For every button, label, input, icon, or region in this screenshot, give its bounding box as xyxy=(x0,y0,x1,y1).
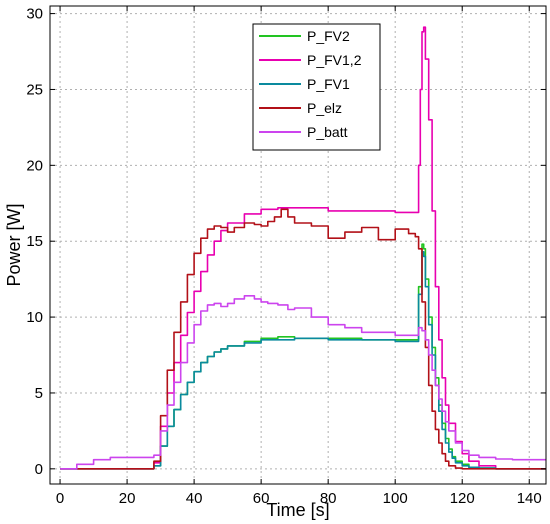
x-tick-label: 40 xyxy=(186,490,203,507)
series-line-P_FV2 xyxy=(60,243,546,470)
x-tick-label: 20 xyxy=(119,490,136,507)
legend-entry: P_FV2 xyxy=(307,28,350,44)
series-line-P_batt xyxy=(60,295,546,470)
legend-entry: P_batt xyxy=(307,124,348,140)
x-axis-label: Time [s] xyxy=(266,500,329,520)
x-tick-label: 80 xyxy=(320,490,337,507)
y-tick-label: 10 xyxy=(26,309,43,326)
y-tick-label: 30 xyxy=(26,6,43,23)
y-tick-label: 20 xyxy=(26,157,43,174)
tick-layer: 0 20 40 60 80 100 120 140 0 5 10 15 20 25 30 xyxy=(26,6,546,507)
legend: P_FV2 P_FV1,2 P_FV1 P_elz P_batt xyxy=(252,23,381,151)
x-tick-label: 100 xyxy=(383,490,408,507)
legend-entry: P_FV1 xyxy=(307,76,350,92)
legend-entry: P_elz xyxy=(307,100,342,116)
series-line-P_elz xyxy=(60,208,546,470)
y-tick-label: 0 xyxy=(35,461,43,478)
legend-box xyxy=(252,23,381,151)
y-tick-label: 5 xyxy=(35,385,43,402)
plot-frame xyxy=(49,5,547,485)
series-layer xyxy=(60,26,546,470)
x-tick-label: 140 xyxy=(517,490,542,507)
legend-entry: P_FV1,2 xyxy=(307,52,362,68)
y-tick-label: 25 xyxy=(26,81,43,98)
y-axis-label: Power [W] xyxy=(4,203,24,286)
x-tick-label: 120 xyxy=(450,490,475,507)
series-line-P_FV1 xyxy=(60,251,546,470)
x-tick-label: 0 xyxy=(56,490,64,507)
y-tick-label: 15 xyxy=(26,233,43,250)
x-tick-label: 60 xyxy=(253,490,270,507)
series-line-P_FV1,2 xyxy=(60,26,546,470)
